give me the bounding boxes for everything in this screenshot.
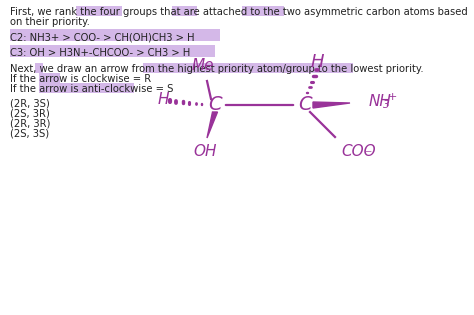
Text: COO: COO [341,144,375,158]
Bar [242,6,284,16]
Bar [39,83,135,93]
Text: C2: NH3+ > COO- > CH(OH)CH3 > H: C2: NH3+ > COO- > CH(OH)CH3 > H [10,32,194,42]
Bar [39,73,60,83]
Bar [10,29,220,41]
Text: C3: OH > H3N+-CHCOO- > CH3 > H: C3: OH > H3N+-CHCOO- > CH3 > H [10,48,190,58]
Text: OH: OH [193,144,217,158]
Bar [35,63,43,73]
Text: ⁻: ⁻ [364,148,371,162]
Text: First, we rank the four groups that are attached to the two asymmetric carbon at: First, we rank the four groups that are … [10,7,468,17]
Text: +: + [388,92,397,102]
Text: H: H [157,93,169,107]
Bar [172,6,197,16]
Text: 3: 3 [383,100,390,110]
Polygon shape [207,112,218,138]
Bar [287,63,354,73]
Text: (2S, 3S): (2S, 3S) [10,129,49,139]
Text: Next, we draw an arrow from the highest priority atom/group to the lowest priori: Next, we draw an arrow from the highest … [10,64,424,74]
Text: C: C [298,95,312,114]
Text: H: H [310,53,324,71]
Text: (2R, 3S): (2R, 3S) [10,99,50,109]
Text: NH: NH [369,94,392,108]
Text: (2R, 3R): (2R, 3R) [10,119,50,129]
Text: If the arrow is clockwise = R: If the arrow is clockwise = R [10,74,151,84]
Text: (2S, 3R): (2S, 3R) [10,109,50,119]
Bar [10,45,215,57]
Text: If the arrow is anti-clockwise = S: If the arrow is anti-clockwise = S [10,84,173,94]
Text: on their priority.: on their priority. [10,17,90,27]
Text: Me: Me [192,59,214,73]
Polygon shape [313,102,350,108]
Bar [143,63,288,73]
Bar [76,6,122,16]
Text: C: C [208,95,222,114]
